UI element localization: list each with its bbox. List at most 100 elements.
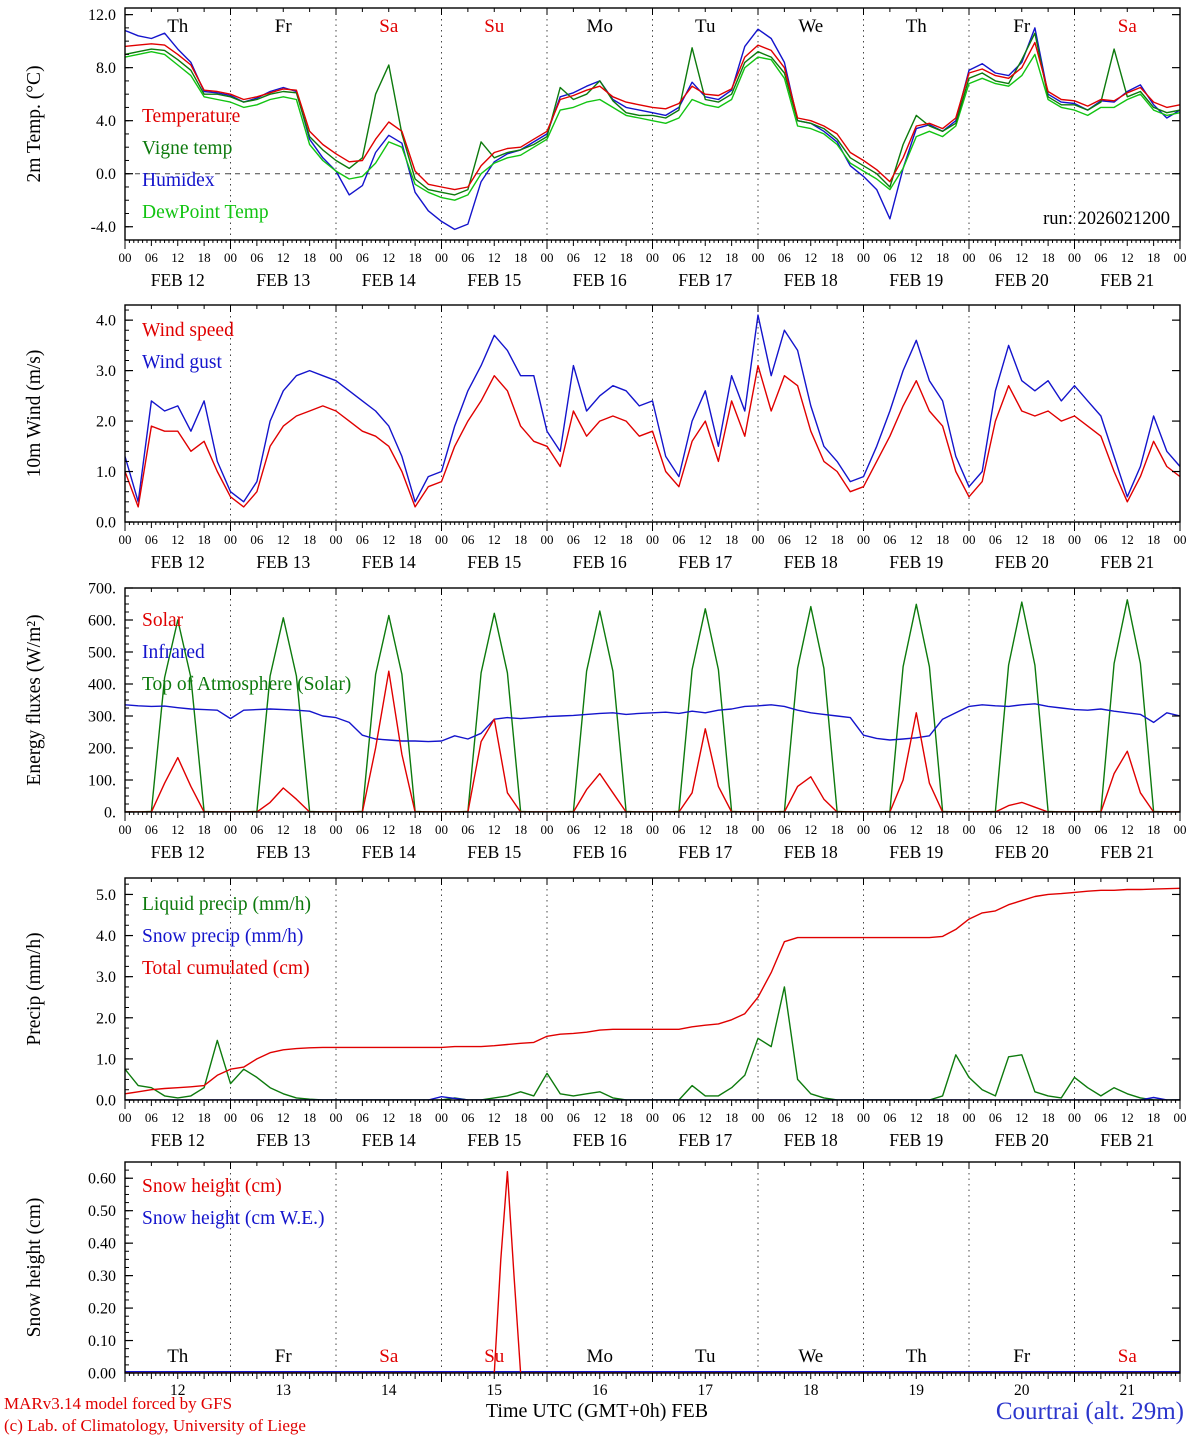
y-tick-label: 4.0 xyxy=(96,928,116,945)
y-tick-label: 700. xyxy=(88,581,116,598)
y-tick-label: 300. xyxy=(88,709,116,726)
hour-label: 18 xyxy=(303,1110,316,1125)
hour-label: 06 xyxy=(145,532,159,547)
y-tick-label: 0.30 xyxy=(88,1268,116,1285)
hour-label: 06 xyxy=(778,1110,792,1125)
hour-label: 12 xyxy=(382,532,395,547)
series-total-cumulated xyxy=(125,887,1180,1095)
legend-snow-1: Snow height (cm W.E.) xyxy=(142,1208,325,1229)
series-group xyxy=(125,599,1180,812)
hour-label: 06 xyxy=(250,532,264,547)
hour-label: 06 xyxy=(989,250,1003,265)
date-label: FEB 14 xyxy=(362,552,416,572)
hour-label: 06 xyxy=(567,1110,581,1125)
hour-label: 00 xyxy=(119,532,132,547)
hour-label: 00 xyxy=(330,532,343,547)
dow-label-top: Sa xyxy=(1118,16,1138,37)
dow-label-bottom: We xyxy=(798,1346,823,1367)
day-number-label: 18 xyxy=(803,1382,819,1399)
panel-border xyxy=(124,304,1181,523)
hour-label: 18 xyxy=(831,532,844,547)
hour-label: 00 xyxy=(1068,1110,1081,1125)
series-toa-solar xyxy=(125,599,1180,812)
hour-label: 00 xyxy=(1174,250,1187,265)
hour-label: 00 xyxy=(963,1110,976,1125)
hour-label: 18 xyxy=(936,822,949,837)
hour-label: 00 xyxy=(541,250,554,265)
dow-label-top: Fr xyxy=(275,16,293,37)
hour-label: 06 xyxy=(250,822,264,837)
hour-label: 00 xyxy=(752,822,765,837)
series-solar xyxy=(125,670,1180,812)
date-label: FEB 18 xyxy=(784,552,838,572)
hour-label: 06 xyxy=(461,1110,475,1125)
hour-label: 00 xyxy=(857,250,870,265)
hour-label: 06 xyxy=(461,250,475,265)
hour-label: 12 xyxy=(1121,250,1134,265)
hour-label: 18 xyxy=(725,250,738,265)
dow-label-bottom: Fr xyxy=(1013,1346,1031,1367)
hour-label: 06 xyxy=(567,822,581,837)
hour-label: 12 xyxy=(593,1110,606,1125)
hour-label: 12 xyxy=(1121,822,1134,837)
y-tick-label: 500. xyxy=(88,645,116,662)
date-label: FEB 16 xyxy=(573,1130,627,1150)
y-tick-label: 1.0 xyxy=(96,1051,116,1068)
date-label: FEB 13 xyxy=(256,270,310,290)
panel-energy: 700.600.500.400.300.200.100.0.00 06 12 18 00… xyxy=(24,581,1187,863)
hour-label: 18 xyxy=(1042,1110,1055,1125)
hour-label: 00 xyxy=(224,1110,237,1125)
hour-label: 18 xyxy=(936,1110,949,1125)
y-tick-label: 12.0 xyxy=(88,7,116,24)
y-tick-label: 0.60 xyxy=(88,1171,116,1188)
hour-label: 06 xyxy=(883,532,897,547)
hour-label: 12 xyxy=(804,822,817,837)
hour-label: 12 xyxy=(1121,1110,1134,1125)
time-axis-label-text: Time UTC (GMT+0h) xyxy=(485,1400,667,1422)
date-label: FEB 17 xyxy=(678,270,732,290)
hour-label: 12 xyxy=(382,250,395,265)
legend-energy-1: Infrared xyxy=(142,642,205,663)
legend-precip-0: Liquid precip (mm/h) xyxy=(142,894,311,915)
hour-label: 18 xyxy=(514,822,527,837)
hour-label: 00 xyxy=(1174,532,1187,547)
hour-label: 12 xyxy=(699,1110,712,1125)
hour-label: 00 xyxy=(330,1110,343,1125)
date-label: FEB 12 xyxy=(151,1130,205,1150)
date-label: FEB 12 xyxy=(151,270,205,290)
hour-label: 06 xyxy=(1094,532,1108,547)
date-label: FEB 16 xyxy=(573,552,627,572)
hour-label: 00 xyxy=(1068,250,1081,265)
hour-label: 00 xyxy=(646,1110,659,1125)
hour-label: 06 xyxy=(567,250,581,265)
hour-label: 18 xyxy=(725,1110,738,1125)
series-snow-height xyxy=(125,1170,1180,1373)
hour-label: 00 xyxy=(119,822,132,837)
legend-wind-1: Wind gust xyxy=(142,352,223,373)
date-label: FEB 17 xyxy=(678,1130,732,1150)
hour-label: 12 xyxy=(593,250,606,265)
date-label: FEB 20 xyxy=(995,552,1049,572)
hour-label: 00 xyxy=(752,532,765,547)
dow-label-top: We xyxy=(798,16,823,37)
day-number-label: 13 xyxy=(276,1382,292,1399)
hour-label: 00 xyxy=(435,250,448,265)
y-tick-label: 0.00 xyxy=(88,1366,116,1383)
hour-label: 12 xyxy=(488,532,501,547)
date-label: FEB 15 xyxy=(467,270,521,290)
legend-snow-0: Snow height (cm) xyxy=(142,1176,282,1197)
y-tick-label: 8.0 xyxy=(96,60,116,77)
series-infrared xyxy=(125,703,1180,743)
hour-label: 00 xyxy=(1174,822,1187,837)
hour-label: 00 xyxy=(857,532,870,547)
date-label: FEB 19 xyxy=(889,1130,943,1150)
y-tick-label: 3.0 xyxy=(96,969,116,986)
hour-label: 12 xyxy=(488,1110,501,1125)
hour-label: 12 xyxy=(1015,250,1028,265)
day-number-label: 19 xyxy=(909,1382,925,1399)
hour-label: 12 xyxy=(277,822,290,837)
hour-label: 06 xyxy=(672,532,686,547)
hour-label: 12 xyxy=(488,822,501,837)
day-number-label: 21 xyxy=(1120,1382,1136,1399)
y-tick-label: 2.0 xyxy=(96,1010,116,1027)
